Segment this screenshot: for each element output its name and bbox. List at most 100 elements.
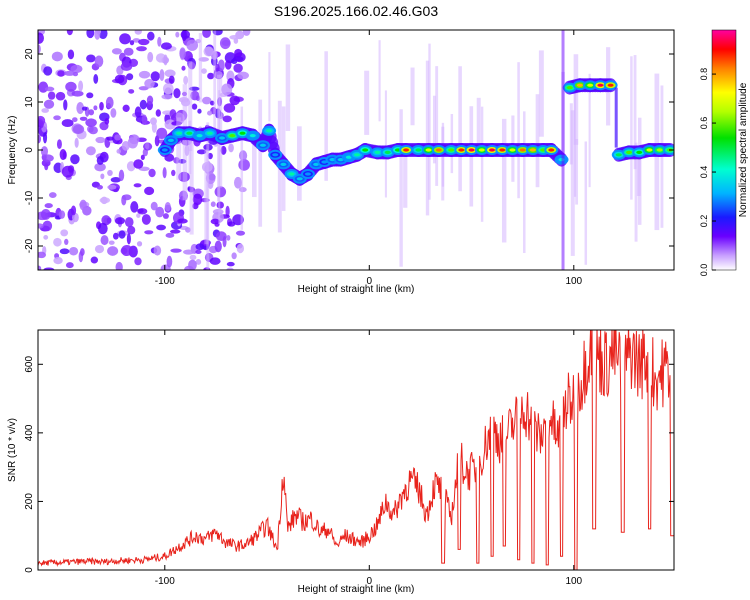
noise-blob [144,78,155,89]
noise-blob [38,32,44,44]
noise-blob [100,173,105,180]
noise-blob [107,184,117,190]
noise-blob [110,177,122,183]
ridge-point-peak [458,148,465,152]
noise-blob [159,69,165,81]
ridge-point-peak [186,131,193,135]
ridge-point-peak [519,148,526,152]
noise-blob [232,56,244,62]
ridge-point-peak [239,131,246,135]
noise-blob [44,163,49,171]
noise-blob [228,143,234,153]
noise-blob [65,81,77,92]
noise-blob [145,142,150,150]
noise-blob [156,127,168,140]
noise-blob [201,68,207,74]
noise-blob [53,237,62,247]
noise-blob [107,246,119,256]
noise-blob [209,257,221,265]
snr-ytick-label: 600 [24,356,35,373]
noise-blob [59,248,70,255]
noise-blob [94,162,106,172]
noise-streak [258,99,263,227]
noise-blob [229,34,241,40]
noise-blob [186,39,199,51]
noise-streak [517,62,520,199]
noise-streak [501,118,507,243]
noise-streak [523,111,526,254]
snr-frame [37,329,675,571]
noise-blob [122,104,130,112]
noise-blob [64,70,76,76]
noise-blob [59,149,67,161]
noise-blob [48,192,57,199]
noise-blob [133,183,142,188]
noise-blob [63,99,68,111]
snr-xtick-label: 0 [367,576,373,587]
noise-blob [72,124,85,134]
noise-blob [127,225,136,235]
noise-blob [162,167,167,179]
noise-blob [65,262,74,269]
ridge-point-peak [206,131,213,135]
noise-blob [161,94,173,100]
noise-blob [127,137,138,149]
noise-blob [195,243,205,251]
noise-blob [181,30,187,42]
noise-streak [588,73,591,188]
noise-streak [213,30,217,131]
noise-blob [207,72,215,80]
colorbar: 0.0 0.2 0.4 0.6 0.8 Normalized spectral ampl… [699,29,749,276]
noise-blob [100,235,109,246]
noise-blob [165,232,175,238]
figure-title: S196.2025.166.02.46.G03 [274,3,438,19]
noise-blob [86,92,94,99]
noise-blob [42,220,53,232]
ridge-point-peak [229,134,236,138]
noise-blob [72,117,78,123]
noise-blob [70,205,77,216]
noise-blob [157,36,162,47]
noise-blob [66,30,73,36]
noise-blob [129,40,135,46]
ridge-point-peak [636,150,643,154]
noise-blob [202,30,211,38]
noise-blob [210,218,220,225]
noise-blob [124,217,134,228]
noise-blob [43,235,49,240]
noise-blob [121,245,133,257]
ridge-point-peak [548,148,555,152]
noise-blob [134,30,142,35]
noise-blob [169,229,181,234]
ridge-point-peak [167,138,174,142]
noise-blob [123,47,134,56]
noise-streak [441,126,445,201]
noise-streak [410,67,415,126]
noise-blob [182,249,195,255]
noise-blob [168,75,175,84]
noise-blob [197,108,202,114]
noise-blob [118,169,125,182]
ridge-point-peak [597,83,604,87]
noise-streak [425,60,430,216]
noise-blob [231,252,237,260]
noise-blob [42,131,48,144]
noise-blob [192,193,203,206]
noise-blob [155,206,165,218]
noise-blob [173,88,181,99]
noise-blob [226,261,235,267]
noise-blob [41,108,50,113]
ridge-point-peak [566,86,573,90]
noise-blob [108,240,115,245]
ridge-point-peak [425,148,432,152]
noise-blob [155,53,166,63]
noise-blob [85,118,97,127]
noise-blob [130,201,139,213]
noise-streak [636,149,641,196]
noise-blob [170,248,182,253]
noise-blob [67,49,75,60]
noise-blob [153,245,162,256]
noise-blob [195,249,202,254]
snr-background [38,330,674,570]
noise-blob [140,154,145,160]
